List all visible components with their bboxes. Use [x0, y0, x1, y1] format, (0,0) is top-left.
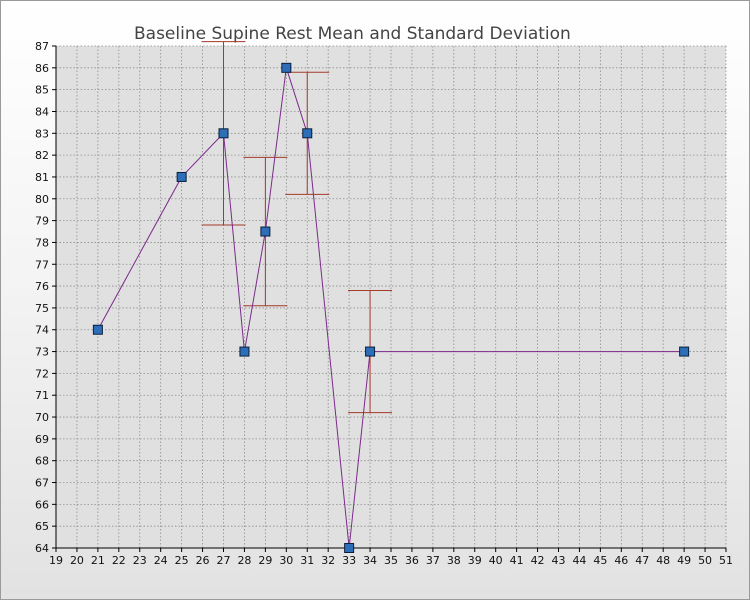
data-point — [281, 62, 292, 73]
x-tick-label: 30 — [279, 554, 293, 567]
y-tick-label: 76 — [35, 280, 49, 293]
data-point — [302, 128, 313, 139]
x-tick-label: 26 — [196, 554, 210, 567]
y-tick-label: 83 — [35, 127, 49, 140]
data-point — [679, 346, 690, 357]
x-tick-label: 23 — [133, 554, 147, 567]
y-tick-label: 82 — [35, 149, 49, 162]
y-tick-label: 70 — [35, 411, 49, 424]
x-tick-label: 45 — [593, 554, 607, 567]
y-tick-label: 67 — [35, 477, 49, 490]
y-tick-label: 85 — [35, 84, 49, 97]
x-tick-label: 27 — [217, 554, 231, 567]
x-tick-label: 22 — [112, 554, 126, 567]
x-tick-label: 38 — [447, 554, 461, 567]
error-bars — [201, 41, 393, 414]
x-tick-label: 41 — [510, 554, 524, 567]
plot-area — [56, 46, 726, 548]
chart-title: Baseline Supine Rest Mean and Standard D… — [134, 24, 571, 44]
x-tick-label: 42 — [531, 554, 545, 567]
y-tick-label: 80 — [35, 193, 49, 206]
x-tick-label: 50 — [698, 554, 712, 567]
x-tick-label: 34 — [363, 554, 377, 567]
x-tick-label: 24 — [154, 554, 168, 567]
x-tick-label: 51 — [719, 554, 733, 567]
x-tick-label: 44 — [572, 554, 586, 567]
y-tick-label: 81 — [35, 171, 49, 184]
x-tick-label: 36 — [405, 554, 419, 567]
x-tick-label: 25 — [175, 554, 189, 567]
x-tick-label: 28 — [237, 554, 251, 567]
series-line — [97, 67, 685, 549]
x-tick-label: 32 — [321, 554, 335, 567]
data-series — [92, 62, 690, 553]
y-tick-label: 64 — [35, 542, 49, 555]
x-tick-label: 39 — [468, 554, 482, 567]
tick-labels: 19 20 21 22 23 24 25 26 27 28 29 30 31 32 33 34 35 36 37 38… — [35, 40, 733, 567]
x-tick-label: 49 — [677, 554, 691, 567]
x-tick-label: 48 — [656, 554, 670, 567]
y-tick-label: 65 — [35, 520, 49, 533]
y-tick-label: 68 — [35, 455, 49, 468]
x-tick-label: 31 — [300, 554, 314, 567]
y-tick-label: 75 — [35, 302, 49, 315]
y-tick-label: 86 — [35, 62, 49, 75]
x-tick-label: 21 — [91, 554, 105, 567]
x-tick-label: 43 — [552, 554, 566, 567]
y-tick-label: 77 — [35, 258, 49, 271]
y-tick-label: 79 — [35, 215, 49, 228]
axes — [52, 45, 727, 552]
x-tick-label: 40 — [489, 554, 503, 567]
y-tick-label: 73 — [35, 346, 49, 359]
data-point — [92, 324, 103, 335]
y-tick-label: 78 — [35, 236, 49, 249]
x-tick-label: 19 — [49, 554, 63, 567]
y-tick-label: 84 — [35, 105, 49, 118]
y-tick-label: 69 — [35, 433, 49, 446]
x-tick-label: 37 — [426, 554, 440, 567]
data-point — [260, 226, 271, 237]
x-tick-label: 35 — [384, 554, 398, 567]
y-tick-label: 72 — [35, 367, 49, 380]
y-tick-label: 74 — [35, 324, 49, 337]
data-point — [365, 346, 376, 357]
y-tick-label: 87 — [35, 40, 49, 53]
x-tick-label: 47 — [635, 554, 649, 567]
data-point — [218, 128, 229, 139]
x-tick-label: 29 — [258, 554, 272, 567]
data-point — [239, 346, 250, 357]
x-tick-label: 33 — [342, 554, 356, 567]
data-point — [176, 171, 187, 182]
y-tick-label: 66 — [35, 498, 49, 511]
data-point — [344, 543, 355, 553]
y-tick-label: 71 — [35, 389, 49, 402]
x-tick-label: 46 — [614, 554, 628, 567]
x-tick-label: 20 — [70, 554, 84, 567]
